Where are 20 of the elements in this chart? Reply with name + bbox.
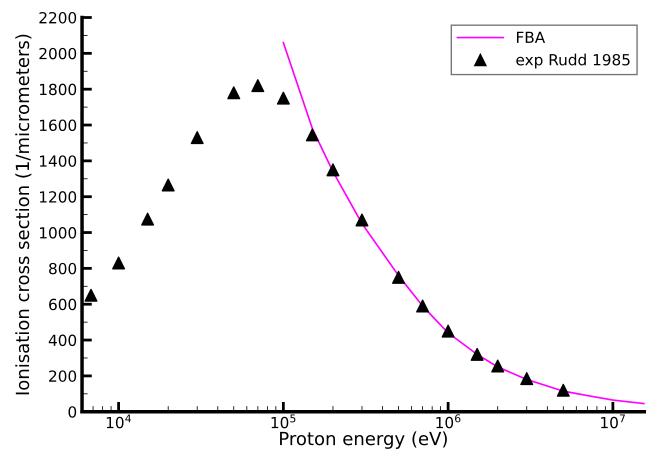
x-axis-title: Proton energy (eV) — [280, 431, 447, 449]
y-tick-label: 400 — [48, 334, 76, 346]
y-tick-label: 1200 — [40, 191, 76, 203]
y-tick-label: 800 — [49, 262, 76, 274]
x-tick-label: 10$^{4}$ — [106, 414, 131, 428]
x-tick-label: 10$^{7}$ — [601, 414, 625, 428]
y-tick-label: 2000 — [39, 48, 76, 60]
y-tick-label: 1400 — [40, 155, 76, 167]
legend-label: FBA — [516, 32, 546, 43]
y-tick-label: 1600 — [40, 119, 76, 132]
y-tick-label: 1000 — [40, 227, 76, 239]
y-axis-title: Ionisation cross section (1/micrometers) — [15, 34, 32, 394]
y-tick-label: 600 — [49, 298, 76, 310]
y-tick-label: 1800 — [40, 84, 76, 96]
x-tick-label: 10$^{6}$ — [436, 414, 460, 428]
y-tick-label: 0 — [68, 406, 76, 418]
x-tick-label: 10$^{5}$ — [272, 414, 296, 428]
y-tick-label: 200 — [49, 370, 76, 382]
y-tick-label: 2200 — [39, 12, 76, 24]
legend-label: exp Rudd 1985 — [516, 54, 630, 68]
